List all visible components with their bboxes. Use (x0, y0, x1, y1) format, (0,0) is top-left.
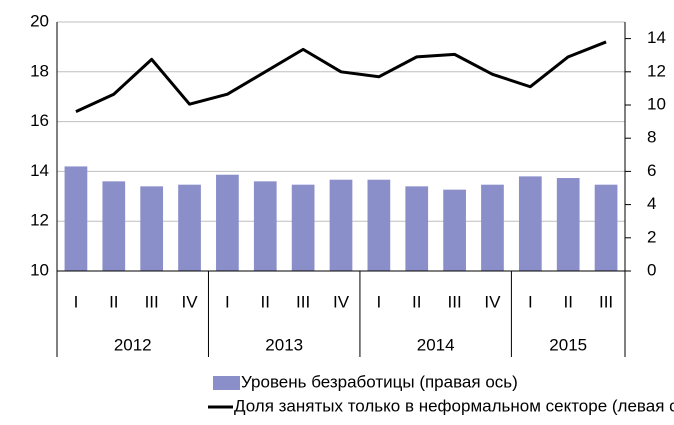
x-tick-label: II (563, 292, 572, 311)
x-tick-label: IV (333, 292, 350, 311)
x-tick-label: I (528, 292, 533, 311)
bar (594, 184, 618, 271)
x-tick-label: II (261, 292, 270, 311)
bar (405, 186, 429, 271)
legend-label: Доля занятых только в неформальном секто… (234, 396, 674, 415)
y-tick-label: 14 (30, 161, 49, 180)
y2-tick-label: 12 (647, 61, 666, 80)
group-label: 2015 (549, 335, 587, 354)
x-tick-label: IV (182, 292, 199, 311)
group-label: 2013 (265, 335, 303, 354)
bar (329, 179, 353, 271)
y-tick-label: 12 (30, 211, 49, 230)
line (75, 40, 607, 114)
bar (443, 189, 466, 271)
x-tick-label: I (376, 292, 381, 311)
bar (556, 178, 580, 271)
legend-swatch (213, 376, 240, 390)
group-label: 2012 (114, 335, 152, 354)
x-tick-label: I (74, 292, 79, 311)
y2-tick-label: 14 (647, 28, 666, 47)
x-tick-label: IV (484, 292, 501, 311)
y2-tick-label: 10 (647, 94, 666, 113)
bar (291, 184, 315, 271)
x-tick-label: III (296, 292, 310, 311)
bar (178, 184, 201, 271)
bar (481, 184, 504, 271)
bar (518, 176, 542, 271)
bar (253, 181, 277, 271)
y2-tick-label: 8 (647, 128, 656, 147)
group-label: 2014 (417, 335, 455, 354)
legend-label: Уровень безработицы (правая ось) (241, 372, 518, 391)
y2-tick-label: 2 (647, 227, 656, 246)
bar (64, 166, 88, 271)
x-tick-label: I (225, 292, 230, 311)
y-tick-label: 16 (30, 111, 49, 130)
bar (140, 186, 164, 271)
bar (102, 181, 126, 271)
y2-tick-label: 4 (647, 194, 656, 213)
y-tick-label: 20 (30, 11, 49, 30)
y-tick-label: 18 (30, 61, 49, 80)
x-tick-label: III (599, 292, 613, 311)
y-tick-label: 10 (30, 260, 49, 279)
x-tick-label: II (412, 292, 421, 311)
y2-tick-label: 6 (647, 161, 656, 180)
x-tick-label: II (109, 292, 118, 311)
x-tick-label: III (145, 292, 159, 311)
bar (216, 174, 239, 271)
bar (367, 179, 391, 271)
y2-tick-label: 0 (647, 260, 656, 279)
x-tick-label: III (448, 292, 462, 311)
